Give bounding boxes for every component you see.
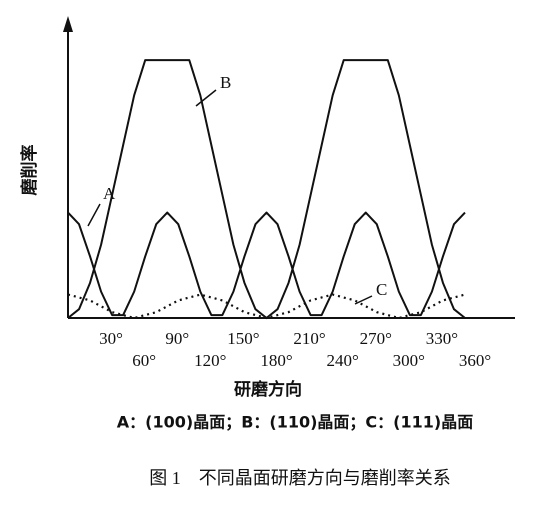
y-axis-arrow — [63, 16, 73, 32]
legend-text: A：(100)晶面；B：(110)晶面；C：(111)晶面 — [117, 413, 473, 432]
annotation-leader — [195, 89, 217, 107]
x-axis-label: 研磨方向 — [234, 379, 302, 400]
x-tick-label: 90° — [165, 329, 189, 348]
x-tick-label: 300° — [393, 351, 425, 370]
x-tick-label: 240° — [327, 351, 359, 370]
x-tick-label: 150° — [227, 329, 259, 348]
x-tick-label: 30° — [99, 329, 123, 348]
series-line — [67, 59, 466, 319]
x-tick-label: 60° — [132, 351, 156, 370]
x-tick-label: 210° — [293, 329, 325, 348]
x-tick-label: 120° — [194, 351, 226, 370]
series-line — [67, 211, 466, 317]
x-tick-label: 360° — [459, 351, 491, 370]
annotation-leader — [354, 295, 373, 305]
annotation: B — [220, 73, 231, 92]
annotation-leader — [87, 203, 101, 227]
x-tick-label: 180° — [260, 351, 292, 370]
x-tick-label: 330° — [426, 329, 458, 348]
annotation: C — [376, 280, 387, 299]
figure-caption: 图 1 不同晶面研磨方向与磨削率关系 — [149, 468, 451, 488]
x-tick-label: 270° — [360, 329, 392, 348]
series-line — [67, 293, 466, 320]
y-axis-label: 磨削率 — [19, 145, 40, 196]
